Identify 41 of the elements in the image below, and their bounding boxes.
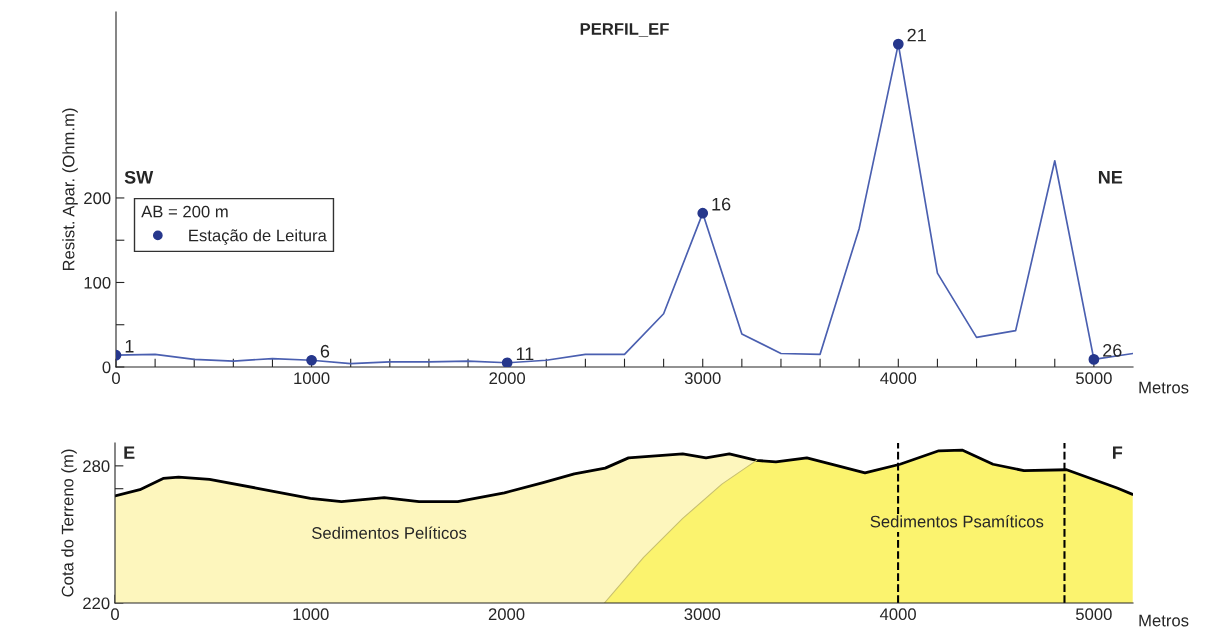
annotation: E — [124, 446, 135, 459]
annotation: NE — [1098, 171, 1123, 184]
y-axis-title: Cota do Terreno (m) — [61, 449, 77, 597]
y-tick-label: 280 — [83, 460, 110, 473]
x-tick-label: 3000 — [684, 372, 721, 385]
point — [1088, 354, 1100, 365]
annotation: SW — [124, 170, 154, 184]
text: PERFIL_EF — [580, 23, 669, 37]
annotation: 11 — [516, 347, 534, 360]
point — [697, 207, 709, 219]
x-tick-label: 2000 — [488, 608, 525, 621]
point — [306, 354, 317, 366]
x-tick-label: 2000 — [489, 372, 526, 385]
x-tick-label: 1000 — [293, 608, 329, 621]
x-tick-label: 5000 — [1076, 372, 1112, 385]
annotation: F — [1113, 446, 1123, 459]
annotation: 6 — [320, 344, 330, 358]
y-tick-label: 100 — [84, 276, 111, 289]
legend-label: Estação de Leitura — [189, 229, 327, 245]
x-tick-label: 0 — [112, 372, 120, 385]
x-tick-label: 5000 — [1075, 608, 1112, 621]
series-label: Sedimentos Pelíticos — [312, 526, 467, 539]
x-axis-title: Metros — [1139, 381, 1189, 394]
legend-title: AB = 200 m — [141, 205, 228, 218]
annotation: 26 — [1103, 344, 1122, 357]
x-tick-label: 0 — [111, 608, 119, 621]
y-tick-label: 220 — [83, 597, 110, 610]
x-tick-label: 4000 — [880, 372, 917, 385]
x-tick-label: 3000 — [684, 608, 721, 621]
annotation: 16 — [712, 197, 731, 211]
x-axis-title: Metros — [1139, 614, 1189, 627]
point — [501, 357, 513, 367]
annotation: 1 — [125, 339, 134, 353]
series-label: Sedimentos Psamíticos — [870, 515, 1044, 528]
y-axis-title: Resist. Apar. (Ohm.m) — [62, 108, 78, 271]
x-tick-label: 4000 — [879, 608, 916, 621]
y-tick-label: 200 — [84, 192, 111, 205]
point — [892, 38, 904, 50]
annotation: 21 — [907, 28, 926, 42]
x-tick-label: 1000 — [294, 372, 330, 385]
y-tick-label: 0 — [102, 361, 111, 374]
